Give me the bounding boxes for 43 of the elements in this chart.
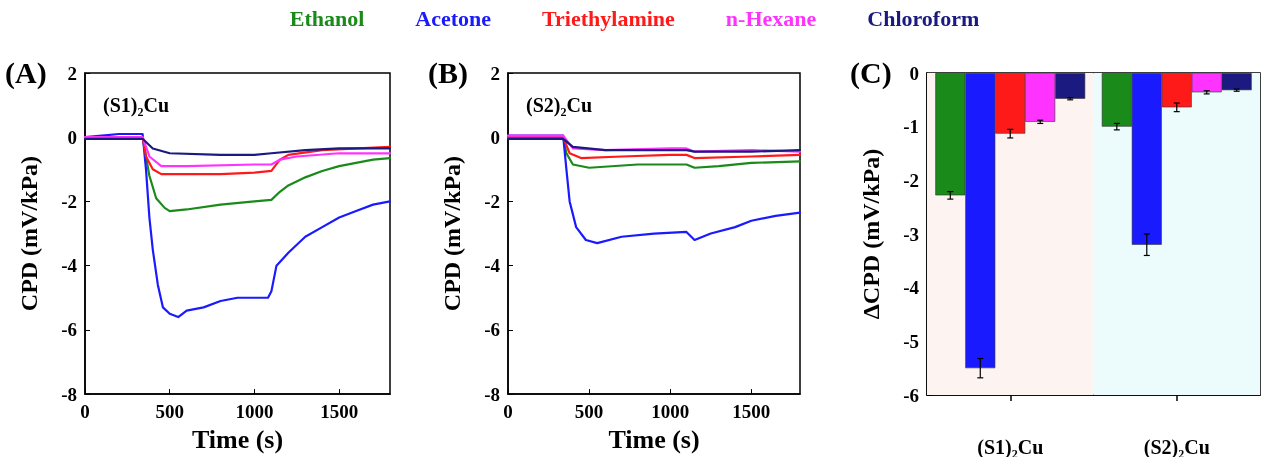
annotation: (S1)₂Cu xyxy=(103,94,170,117)
y-tick-label: -8 xyxy=(484,383,500,405)
x-tick-label: 1000 xyxy=(235,401,274,423)
annotation: (S2)₂Cu xyxy=(526,94,593,117)
line-series xyxy=(83,136,392,168)
y-tick-label: -8 xyxy=(61,383,77,405)
x-axis-title: Time (s) xyxy=(191,424,284,454)
y-tick-label: -2 xyxy=(484,190,500,212)
y-tick-label: -2 xyxy=(903,169,919,191)
line-series xyxy=(506,136,802,160)
y-tick-label: 2 xyxy=(67,62,77,84)
text: n-Hexane xyxy=(725,5,817,31)
y-tick-label: 2 xyxy=(490,62,500,84)
y-tick-label: -6 xyxy=(484,319,500,341)
y-tick-label: 0 xyxy=(909,62,919,84)
text: Chloroform xyxy=(867,5,980,31)
y-tick-label: 0 xyxy=(490,126,500,148)
y-axis-title: CPD (mV/kPa) xyxy=(16,155,42,312)
y-tick-label: -6 xyxy=(903,384,919,406)
y-tick-label: -1 xyxy=(903,116,919,138)
x-tick-label: 1000 xyxy=(651,401,690,423)
chart-title: (C) xyxy=(850,55,892,90)
x-tick-label: 500 xyxy=(574,401,604,423)
y-tick-label: -4 xyxy=(484,255,501,277)
text: Triethylamine xyxy=(542,5,676,31)
text: Acetone xyxy=(415,5,492,31)
y-axis-title: ΔCPD (mV/kPa) xyxy=(858,148,884,320)
chart-title: (B) xyxy=(428,55,468,90)
y-tick-label: -6 xyxy=(61,319,77,341)
x-tick-label: 1500 xyxy=(320,401,359,423)
x-tick-label: 500 xyxy=(155,401,184,423)
y-tick-label: -4 xyxy=(903,277,920,299)
y-tick-label: 0 xyxy=(67,126,77,148)
text: Ethanol xyxy=(289,5,365,31)
y-tick-label: -5 xyxy=(903,330,919,352)
line-series xyxy=(83,137,392,156)
x-tick-label: 1500 xyxy=(732,401,771,423)
y-tick-label: -2 xyxy=(61,190,77,212)
y-tick-label: -4 xyxy=(61,255,78,277)
x-axis-title: Time (s) xyxy=(608,424,700,454)
y-axis-title: CPD (mV/kPa) xyxy=(439,155,465,312)
y-tick-label: -3 xyxy=(903,223,919,245)
chart-title: (A) xyxy=(5,55,47,90)
